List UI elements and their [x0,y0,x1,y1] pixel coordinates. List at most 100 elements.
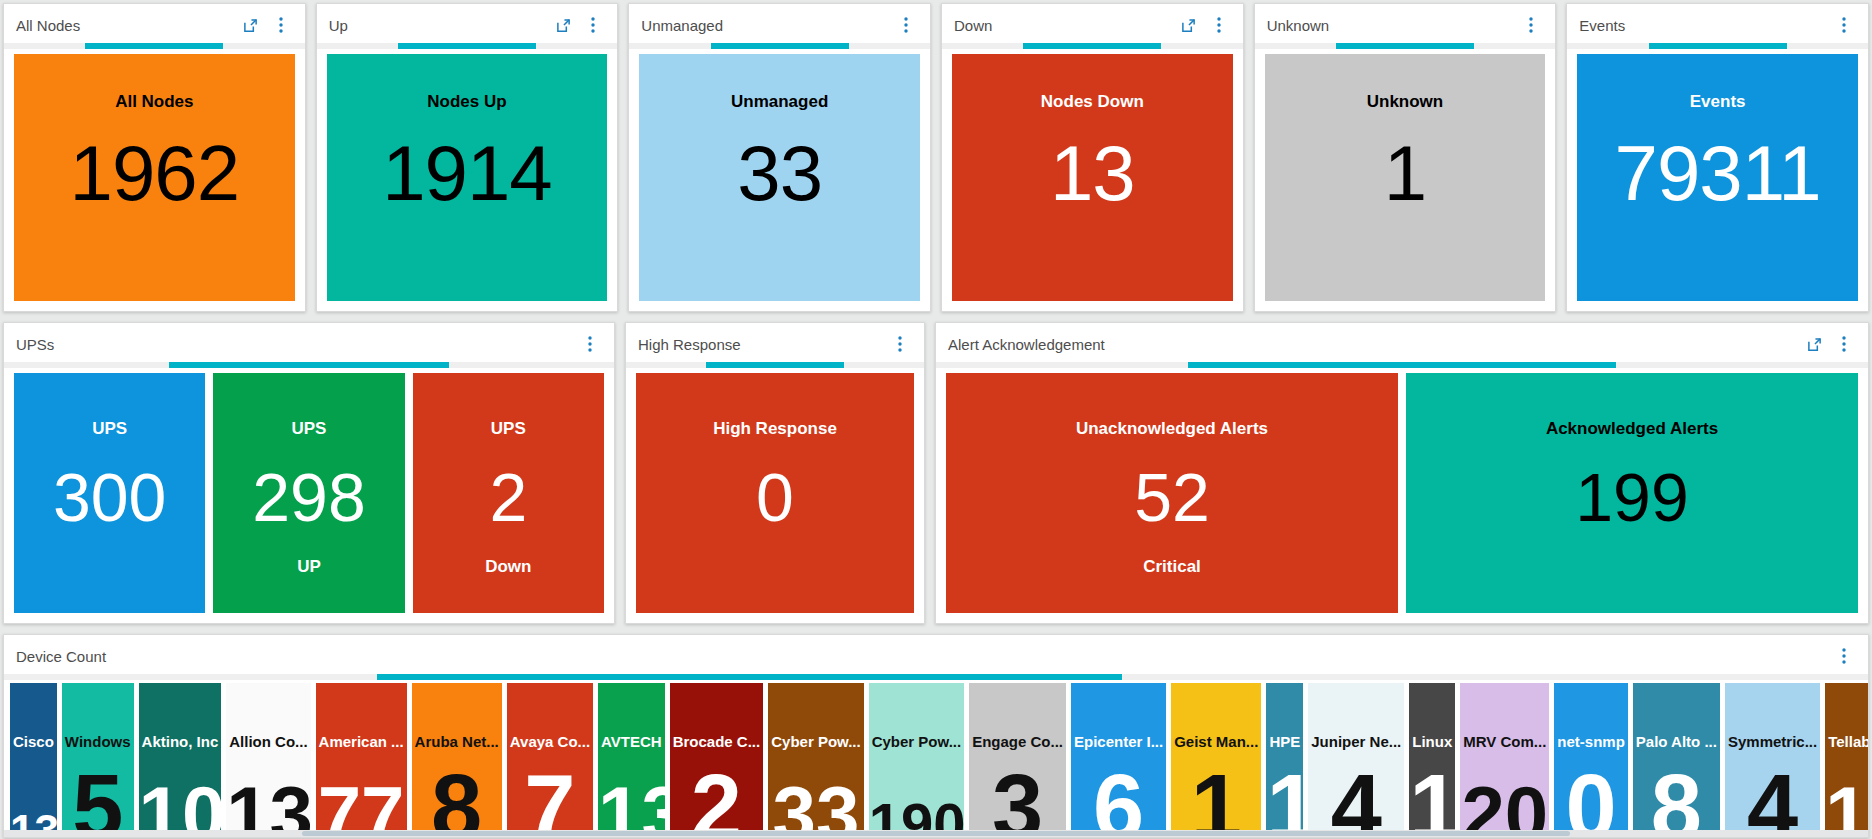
widget-header: Up [317,4,618,46]
device-count-value: 5 [62,761,134,838]
widget-unknown: Unknown Unknown 1 [1254,3,1557,312]
external-link-icon[interactable] [1802,332,1826,356]
kpi-tile-ups-total[interactable]: UPS 300 [14,373,205,613]
device-vendor-label: Aruba Net... [412,733,502,750]
kebab-menu-icon[interactable] [1832,332,1856,356]
device-vendor-label: Engage Co... [969,733,1066,750]
kpi-tile-unacknowledged-alerts[interactable]: Unacknowledged Alerts 52 Critical [946,373,1398,613]
device-vendor-label: Palo Alto ... [1633,733,1720,750]
device-count-value: 8 [412,761,502,838]
device-card-cyberpower-1[interactable]: Cyber Pow... 33 [768,683,863,838]
device-card-avtech[interactable]: AVTECH 13 [598,683,665,838]
device-count-value: 20 [1460,775,1549,838]
kebab-menu-icon[interactable] [269,13,293,37]
device-vendor-label: net-snmp [1554,733,1628,750]
device-count-value: 13 [598,775,665,838]
device-card-engage[interactable]: Engage Co...3 [969,683,1066,838]
kpi-tile-events[interactable]: Events 79311 [1577,54,1858,301]
device-vendor-label: Cyber Pow... [869,733,964,750]
device-count-value: 8 [1633,761,1720,838]
device-count-value: 1 [1409,761,1455,838]
kpi-tile-ups-down[interactable]: UPS 2 Down [413,373,604,613]
horizontal-scrollbar[interactable] [4,830,1868,837]
kpi-value: 298 [252,463,365,531]
external-link-icon[interactable] [551,13,575,37]
widget-header: Unmanaged [629,4,930,46]
kebab-menu-icon[interactable] [1207,13,1231,37]
widget-title: Up [329,17,348,34]
kebab-menu-icon[interactable] [894,13,918,37]
kebab-menu-icon[interactable] [578,332,602,356]
kpi-tile-acknowledged-alerts[interactable]: Acknowledged Alerts 199 [1406,373,1858,613]
device-card-linux[interactable]: Linux1 [1409,683,1455,838]
device-card-american[interactable]: American ...77 [316,683,407,838]
device-vendor-label: Allion Co... [226,733,310,750]
widget-high-response: High Response High Response 0 [625,322,925,624]
device-count-value: 4 [1308,761,1404,838]
device-count-value: 0 [1554,761,1628,838]
device-card-cisco[interactable]: Cisco1327 [10,683,57,838]
device-card-mrv[interactable]: MRV Com...20 [1460,683,1549,838]
external-link-icon[interactable] [239,13,263,37]
widget-header: Unknown [1255,4,1556,46]
kpi-label: Unmanaged [731,92,828,112]
device-card-epicenter[interactable]: Epicenter I...6 [1071,683,1166,838]
kpi-tile-all-nodes[interactable]: All Nodes 1962 [14,54,295,301]
device-count-value: 2 [670,761,764,838]
kebab-menu-icon[interactable] [888,332,912,356]
kpi-label: UPS [491,419,526,439]
device-card-net-snmp[interactable]: net-snmp 0 [1554,683,1628,838]
kpi-tile-high-response[interactable]: High Response 0 [636,373,914,613]
device-card-allion[interactable]: Allion Co... 13 [226,683,310,838]
device-count-value: 10 [139,775,222,838]
kpi-tile-nodes-up[interactable]: Nodes Up 1914 [327,54,608,301]
kpi-tile-ups-up[interactable]: UPS 298 UP [213,373,404,613]
device-card-brocade[interactable]: Brocade C...2 [670,683,764,838]
widget-header: Alert Acknowledgement [936,323,1868,365]
device-card-avaya[interactable]: Avaya Co...7 [507,683,593,838]
kpi-value: 79311 [1615,134,1821,212]
kebab-menu-icon[interactable] [1519,13,1543,37]
external-link-icon[interactable] [1177,13,1201,37]
widget-header: Down [942,4,1243,46]
device-card-windows[interactable]: Windows 5 [62,683,134,838]
kebab-menu-icon[interactable] [581,13,605,37]
device-count-value: 13 [226,775,310,838]
kpi-sublabel: UP [297,557,321,577]
kpi-value: 1914 [382,134,552,212]
device-card-palo-alto[interactable]: Palo Alto ... 8 [1633,683,1720,838]
kpi-label: All Nodes [115,92,193,112]
widget-alert-acknowledgement: Alert Acknowledgement Unacknowledged Ale… [935,322,1869,624]
device-vendor-label: Windows [62,733,134,750]
device-card-aktino[interactable]: Aktino, Inc10 [139,683,222,838]
widget-unmanaged: Unmanaged Unmanaged 33 [628,3,931,312]
device-card-aruba[interactable]: Aruba Net... 8 [412,683,502,838]
scrollbar-thumb[interactable] [302,831,1570,836]
kpi-label: UPS [292,419,327,439]
kpi-value: 52 [1134,463,1210,531]
device-card-cyberpower-2[interactable]: Cyber Pow...190 [869,683,964,838]
kebab-menu-icon[interactable] [1832,13,1856,37]
device-count-value: 33 [768,775,863,838]
device-card-symmetricom[interactable]: Symmetric...4 [1725,683,1820,838]
kpi-value: 1 [1384,134,1426,212]
device-vendor-label: Symmetric... [1725,733,1820,750]
widget-header: Device Count [4,635,1868,677]
device-card-geist[interactable]: Geist Man...1 [1171,683,1261,838]
device-card-hpe[interactable]: HPE1 [1266,683,1303,838]
kpi-sublabel: Down [485,557,531,577]
top-kpi-row: All Nodes All Nodes 1962 Up [3,3,1869,310]
kpi-tile-unmanaged[interactable]: Unmanaged 33 [639,54,920,301]
kebab-menu-icon[interactable] [1832,644,1856,668]
device-vendor-label: Cyber Pow... [768,733,863,750]
device-card-tellabs[interactable]: Tellabs11 [1825,683,1868,838]
kpi-value: 2 [489,463,527,531]
kpi-label: High Response [713,419,837,439]
widget-title: Device Count [16,648,106,665]
kpi-tile-unknown[interactable]: Unknown 1 [1265,54,1546,301]
device-count-value: 11 [1825,775,1868,838]
widget-events: Events Events 79311 [1566,3,1869,312]
device-vendor-label: AVTECH [598,733,665,750]
device-card-juniper[interactable]: Juniper Ne...4 [1308,683,1404,838]
kpi-tile-nodes-down[interactable]: Nodes Down 13 [952,54,1233,301]
